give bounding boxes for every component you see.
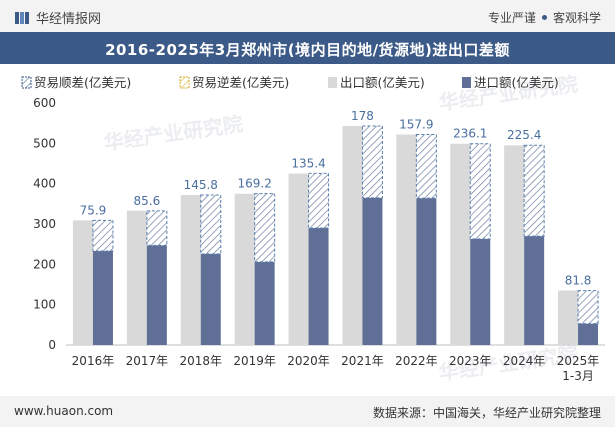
y-tick-label: 0 — [48, 338, 56, 352]
title-bar: 2016-2025年3月郑州市(境内目的地/货源地)进出口差额 — [0, 32, 615, 64]
surplus-bar — [469, 143, 491, 240]
legend-label: 进口额(亿美元) — [474, 75, 559, 90]
x-axis-labels: 2016年 2017年 2018年 2019年 2020年 2021年 2022年 2023年… — [72, 354, 600, 383]
watermark-text: 华经产业研究院 — [102, 112, 244, 155]
x-tick-label: 2024年 — [503, 354, 546, 368]
x-tick-label: 2017年 — [126, 354, 169, 368]
separator-dot-icon — [541, 15, 547, 20]
tagline-left: 专业严谨 — [487, 11, 536, 25]
footer: www.huaon.com 数据来源：中国海关，华经产业研究院整理 — [0, 396, 615, 427]
x-tick-label: 2020年 — [287, 354, 330, 368]
surplus-data-label: 169.2 — [237, 177, 271, 191]
x-tick-label: 1-3月 — [562, 369, 594, 383]
export-bar — [180, 194, 201, 345]
brand-name: 华经情报网 — [36, 12, 102, 27]
surplus-data-label: 81.8 — [565, 274, 592, 288]
surplus-data-label: 157.9 — [399, 118, 433, 132]
import-bar — [92, 251, 113, 345]
bars: 75.9 85.6 145.8 169.2 135.4 178 157.9 236.1 225.… — [72, 109, 599, 346]
y-tick-label: 100 — [33, 298, 56, 312]
import-bar — [146, 245, 167, 345]
footer-source: 数据来源：中国海关，华经产业研究院整理 — [372, 406, 601, 420]
surplus-data-label: 236.1 — [453, 127, 487, 141]
y-tick-label: 200 — [33, 257, 56, 271]
surplus-bar — [200, 194, 222, 255]
legend-swatch — [462, 77, 471, 88]
y-tick-label: 600 — [33, 96, 56, 110]
legend-item: 贸易顺差(亿美元) — [21, 75, 131, 90]
surplus-bar — [92, 219, 114, 252]
tagline: 专业严谨 客观科学 — [488, 9, 601, 26]
top-bar: 华经情报网 专业严谨 客观科学 — [0, 0, 615, 32]
surplus-data-label: 85.6 — [133, 194, 160, 208]
surplus-data-label: 178 — [351, 109, 374, 123]
legend-swatch — [21, 76, 32, 89]
import-bar — [200, 253, 221, 345]
surplus-data-label: 75.9 — [80, 203, 107, 217]
legend-label: 贸易顺差(亿美元) — [34, 75, 131, 90]
legend-label: 贸易逆差(亿美元) — [192, 75, 289, 90]
export-bar — [504, 145, 525, 345]
x-tick-label: 2018年 — [179, 354, 222, 368]
y-tick-label: 300 — [33, 217, 56, 231]
surplus-bar — [254, 193, 276, 263]
surplus-bar — [146, 210, 168, 246]
surplus-bar — [523, 144, 545, 237]
legend: 贸易顺差(亿美元) 贸易逆差(亿美元) 出口额(亿美元) 进口额(亿美元) — [21, 75, 559, 90]
tagline-right: 客观科学 — [552, 11, 601, 25]
x-tick-label: 2021年 — [341, 354, 384, 368]
surplus-bar — [415, 134, 437, 199]
surplus-data-label: 135.4 — [291, 156, 325, 170]
export-bar — [288, 173, 309, 345]
x-tick-label: 2016年 — [72, 354, 115, 368]
surplus-bar — [361, 125, 383, 199]
legend-label: 出口额(亿美元) — [340, 75, 425, 90]
surplus-data-label: 225.4 — [507, 128, 541, 142]
export-bar — [234, 193, 255, 345]
export-bar — [72, 220, 93, 345]
surplus-bar — [308, 172, 330, 229]
export-bar — [396, 134, 417, 345]
import-bar — [254, 261, 275, 345]
legend-swatch — [328, 77, 337, 88]
export-bar — [342, 125, 363, 346]
legend-item: 出口额(亿美元) — [328, 75, 425, 90]
export-bar — [126, 210, 147, 345]
legend-item: 进口额(亿美元) — [462, 75, 559, 90]
import-bar — [362, 197, 383, 345]
y-tick-label: 400 — [33, 177, 56, 191]
x-tick-label: 2025年 — [557, 354, 600, 368]
logo-icon — [15, 11, 29, 24]
brand: 华经情报网 — [14, 8, 101, 27]
x-tick-label: 2019年 — [233, 354, 276, 368]
surplus-data-label: 145.8 — [184, 178, 218, 192]
footer-website: www.huaon.com — [14, 404, 114, 418]
chart-title: 2016-2025年3月郑州市(境内目的地/货源地)进出口差额 — [105, 41, 510, 59]
surplus-bar — [577, 290, 599, 325]
import-bar — [416, 198, 437, 345]
x-tick-label: 2022年 — [395, 354, 438, 368]
import-bar — [524, 236, 545, 345]
export-bar — [558, 290, 579, 345]
import-bar — [308, 228, 329, 345]
x-tick-label: 2023年 — [449, 354, 492, 368]
export-bar — [450, 143, 471, 345]
import-bar — [578, 323, 599, 345]
legend-item: 贸易逆差(亿美元) — [179, 75, 289, 90]
import-bar — [470, 238, 491, 345]
y-tick-label: 500 — [33, 136, 56, 150]
legend-swatch — [179, 76, 190, 89]
